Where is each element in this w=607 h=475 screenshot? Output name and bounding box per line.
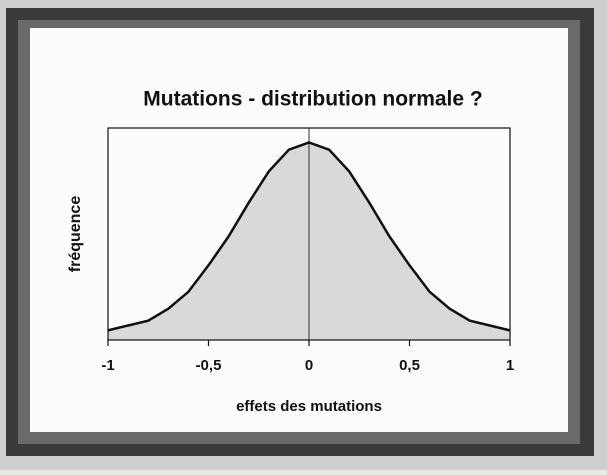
x-tick-label: 0,5	[399, 357, 420, 374]
y-axis-label: fréquence	[67, 196, 84, 273]
x-tick-label: 0	[305, 357, 313, 374]
curve	[107, 141, 511, 332]
x-tick-label: -1	[101, 357, 114, 374]
x-tick-label: -0,5	[196, 357, 222, 374]
chart-title: Mutations - distribution normale ?	[143, 88, 483, 111]
x-axis-label: effets des mutations	[236, 398, 382, 415]
x-tick-label: 1	[506, 357, 514, 374]
